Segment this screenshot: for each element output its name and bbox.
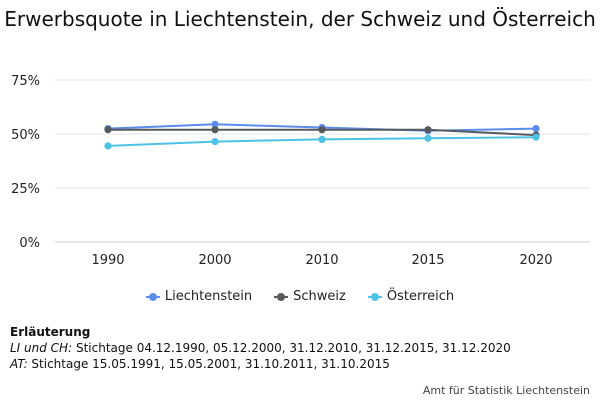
- notes-text: Stichtage 04.12.1990, 05.12.2000, 31.12.…: [72, 341, 511, 355]
- legend-dot-1: [277, 292, 286, 301]
- notes-heading: Erläuterung: [10, 325, 91, 339]
- legend-label: Österreich: [386, 289, 455, 304]
- legend-dot-2: [370, 292, 379, 301]
- data-point[interactable]: [424, 134, 432, 142]
- legend-marker-icon: [367, 292, 382, 302]
- legend-marker-icon: [274, 292, 289, 302]
- grid-lines: [55, 79, 590, 243]
- data-point[interactable]: [532, 133, 540, 141]
- series-points: [104, 120, 540, 150]
- data-point[interactable]: [424, 126, 432, 134]
- line-chart: 0% 25% 50% 75% 1990 2000 2010 2015 2020: [11, 74, 590, 268]
- x-tick-label: 2020: [519, 253, 552, 268]
- legend-dot-0: [148, 292, 157, 301]
- notes-line-1: LI und CH: Stichtage 04.12.1990, 05.12.2…: [10, 340, 511, 356]
- x-tick-label: 2000: [198, 253, 231, 268]
- legend-item-liechtenstein[interactable]: Liechtenstein: [145, 289, 253, 304]
- y-tick-label: 50%: [11, 128, 40, 143]
- source-credit: Amt für Statistik Liechtenstein: [422, 384, 590, 397]
- x-tick-label: 2015: [411, 253, 444, 268]
- legend-label: Liechtenstein: [164, 289, 253, 304]
- notes-line-2: AT: Stichtage 15.05.1991, 15.05.2001, 31…: [10, 356, 511, 372]
- data-point[interactable]: [532, 125, 540, 133]
- data-point[interactable]: [104, 126, 112, 134]
- x-tick-label: 1990: [91, 253, 124, 268]
- chart-title: Erwerbsquote in Liechtenstein, der Schwe…: [4, 7, 596, 31]
- notes-block: Erläuterung LI und CH: Stichtage 04.12.1…: [10, 324, 511, 372]
- legend-item-oesterreich[interactable]: Österreich: [367, 289, 455, 304]
- y-tick-label: 25%: [11, 182, 40, 197]
- data-point[interactable]: [211, 138, 219, 146]
- data-point[interactable]: [104, 142, 112, 150]
- y-axis-ticks: 0% 25% 50% 75%: [11, 74, 40, 251]
- x-tick-label: 2010: [305, 253, 338, 268]
- data-point[interactable]: [318, 126, 326, 134]
- notes-label: LI und CH:: [10, 341, 73, 355]
- notes-label: AT:: [10, 357, 28, 371]
- notes-text: Stichtage 15.05.1991, 15.05.2001, 31.10.…: [27, 357, 390, 371]
- data-point[interactable]: [211, 120, 219, 128]
- legend-item-schweiz[interactable]: Schweiz: [274, 289, 346, 304]
- y-tick-label: 0%: [19, 236, 40, 251]
- legend: Liechtenstein Schweiz Österreich: [0, 289, 600, 304]
- data-point[interactable]: [211, 126, 219, 134]
- y-tick-label: 75%: [11, 74, 40, 89]
- legend-marker-icon: [145, 292, 160, 302]
- legend-label: Schweiz: [293, 289, 346, 304]
- x-axis-ticks: 1990 2000 2010 2015 2020: [91, 253, 552, 268]
- data-point[interactable]: [318, 135, 326, 143]
